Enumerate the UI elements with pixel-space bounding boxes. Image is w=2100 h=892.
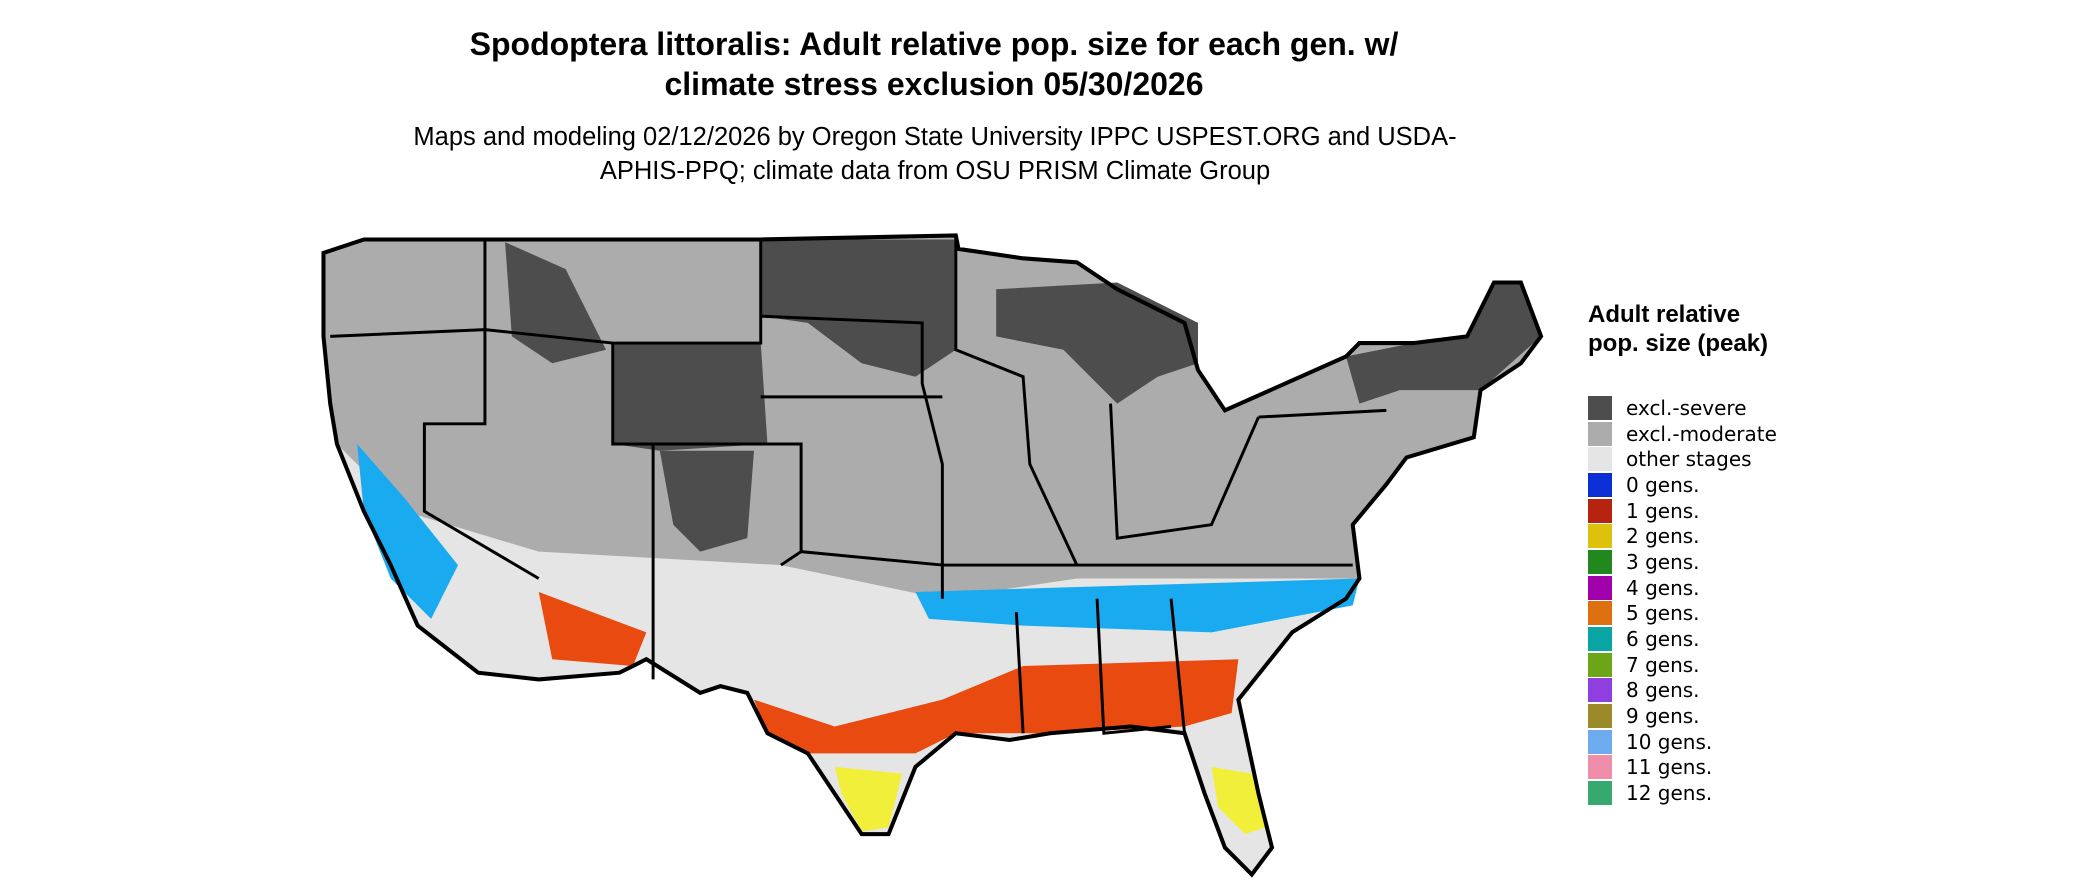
us-outline: [321, 233, 1544, 878]
legend-swatch: [1588, 395, 1612, 420]
legend-label: 2 gens.: [1626, 524, 1700, 549]
legend-item: excl.-moderate: [1588, 421, 1777, 447]
legend-label: 7 gens.: [1626, 652, 1700, 677]
state-lines: [330, 235, 1387, 735]
legend-item: 7 gens.: [1588, 652, 1777, 678]
legend-swatch: [1588, 549, 1612, 574]
legend-swatch: [1588, 652, 1612, 677]
legend-swatch: [1588, 627, 1612, 652]
legend-swatch: [1588, 704, 1612, 729]
legend-swatch: [1588, 575, 1612, 600]
legend-label: 12 gens.: [1626, 781, 1713, 806]
two-gen-regions: [834, 766, 1266, 835]
legend-item: 11 gens.: [1588, 755, 1777, 781]
legend-label: 8 gens.: [1626, 678, 1700, 703]
legend-item: 1 gens.: [1588, 498, 1777, 524]
legend-label: excl.-moderate: [1626, 421, 1777, 446]
one-gen-regions: [538, 591, 1239, 754]
legend-item: 10 gens.: [1588, 729, 1777, 755]
legend-item: excl.-severe: [1588, 395, 1777, 421]
legend-item: 3 gens.: [1588, 549, 1777, 575]
legend-swatch: [1588, 601, 1612, 626]
legend-item: other stages: [1588, 446, 1777, 472]
legend-swatch: [1588, 678, 1612, 703]
legend-label: 0 gens.: [1626, 472, 1700, 497]
legend-swatch: [1588, 781, 1612, 806]
legend-item: 9 gens.: [1588, 703, 1777, 729]
legend-swatch: [1588, 729, 1612, 754]
legend-item: 4 gens.: [1588, 575, 1777, 601]
legend-item: 6 gens.: [1588, 626, 1777, 652]
legend-swatch: [1588, 755, 1612, 780]
legend: excl.-severe excl.-moderate other stages 0 …: [1588, 395, 1777, 806]
subtitle: Maps and modeling 02/12/2026 by Oregon S…: [413, 123, 1457, 185]
legend-label: 11 gens.: [1626, 755, 1713, 780]
legend-label: other stages: [1626, 447, 1752, 472]
legend-swatch: [1588, 421, 1612, 446]
legend-label: 1 gens.: [1626, 498, 1700, 523]
legend-title: Adult relative pop. size (peak): [1588, 301, 1769, 357]
other-stages-region: [336, 443, 1360, 875]
legend-item: 5 gens.: [1588, 601, 1777, 627]
legend-swatch: [1588, 498, 1612, 523]
legend-swatch: [1588, 524, 1612, 549]
legend-swatch: [1588, 447, 1612, 472]
legend-label: excl.-severe: [1626, 395, 1747, 420]
legend-label: 9 gens.: [1626, 704, 1700, 729]
legend-label: 5 gens.: [1626, 601, 1700, 626]
legend-label: 3 gens.: [1626, 549, 1700, 574]
zero-gen-regions: [357, 443, 1360, 633]
legend-swatch: [1588, 472, 1612, 497]
legend-item: 2 gens.: [1588, 523, 1777, 549]
legend-label: 6 gens.: [1626, 627, 1700, 652]
legend-item: 12 gens.: [1588, 780, 1777, 806]
legend-label: 4 gens.: [1626, 575, 1700, 600]
title: Spodoptera littoralis: Adult relative po…: [469, 26, 1399, 102]
legend-label: 10 gens.: [1626, 729, 1713, 754]
severe-regions: [505, 239, 1542, 552]
legend-item: 8 gens.: [1588, 678, 1777, 704]
legend-item: 0 gens.: [1588, 472, 1777, 498]
